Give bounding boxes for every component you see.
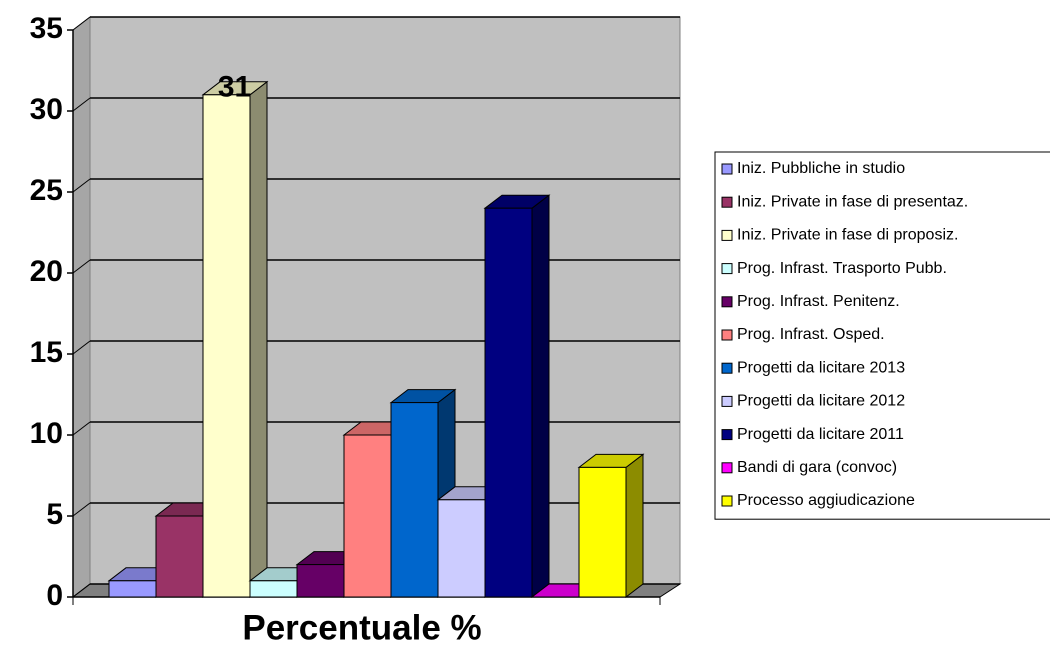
legend-swatch [721, 362, 733, 374]
y-tick-label: 35 [30, 12, 63, 45]
legend-swatch [721, 462, 733, 474]
legend-label: Prog. Infrast. Trasporto Pubb. [737, 260, 947, 277]
legend [714, 151, 1050, 520]
legend-swatch [721, 296, 733, 308]
y-tick-label: 20 [30, 255, 63, 288]
bar [578, 466, 627, 598]
bar [155, 515, 204, 598]
bar [343, 434, 392, 598]
legend-swatch [721, 429, 733, 441]
bar-side [249, 80, 268, 599]
bar [484, 207, 533, 598]
legend-label: Prog. Infrast. Osped. [737, 326, 885, 343]
bar [202, 94, 251, 598]
grid-line [72, 97, 91, 112]
legend-swatch [721, 263, 733, 275]
legend-label: Progetti da licitare 2012 [737, 393, 905, 410]
legend-swatch [721, 329, 733, 341]
y-tick-label: 0 [46, 579, 63, 612]
grid-line [72, 259, 91, 274]
bar [108, 580, 157, 598]
bar [390, 402, 439, 598]
data-label: 31 [218, 71, 251, 104]
grid-line [72, 502, 91, 517]
legend-swatch [721, 395, 733, 407]
legend-label: Bandi di gara (convoc) [737, 459, 897, 476]
legend-label: Iniz. Private in fase di presentaz. [737, 193, 968, 210]
bar [296, 564, 345, 598]
y-tick-label: 5 [46, 498, 63, 531]
grid-line [72, 178, 91, 193]
bar-side [531, 194, 550, 599]
legend-label: Prog. Infrast. Penitenz. [737, 293, 900, 310]
grid-line [72, 340, 91, 355]
y-tick-label: 25 [30, 174, 63, 207]
bar [437, 499, 486, 598]
bar-side [625, 453, 644, 599]
legend-swatch [721, 163, 733, 175]
legend-swatch [721, 495, 733, 507]
x-axis-label: Percentuale % [242, 608, 481, 647]
legend-label: Iniz. Pubbliche in studio [737, 160, 905, 177]
legend-label: Processo aggiudicazione [737, 492, 915, 509]
y-tick-label: 15 [30, 336, 63, 369]
legend-label: Iniz. Private in fase di proposiz. [737, 227, 958, 244]
grid-line [72, 16, 91, 31]
y-tick-label: 10 [30, 417, 63, 450]
legend-label: Progetti da licitare 2011 [737, 426, 904, 443]
legend-swatch [721, 229, 733, 241]
y-tick-label: 30 [30, 93, 63, 126]
legend-swatch [721, 196, 733, 208]
grid-line [72, 583, 91, 598]
legend-label: Progetti da licitare 2013 [737, 359, 905, 376]
grid-line [72, 421, 91, 436]
bar [249, 580, 298, 598]
